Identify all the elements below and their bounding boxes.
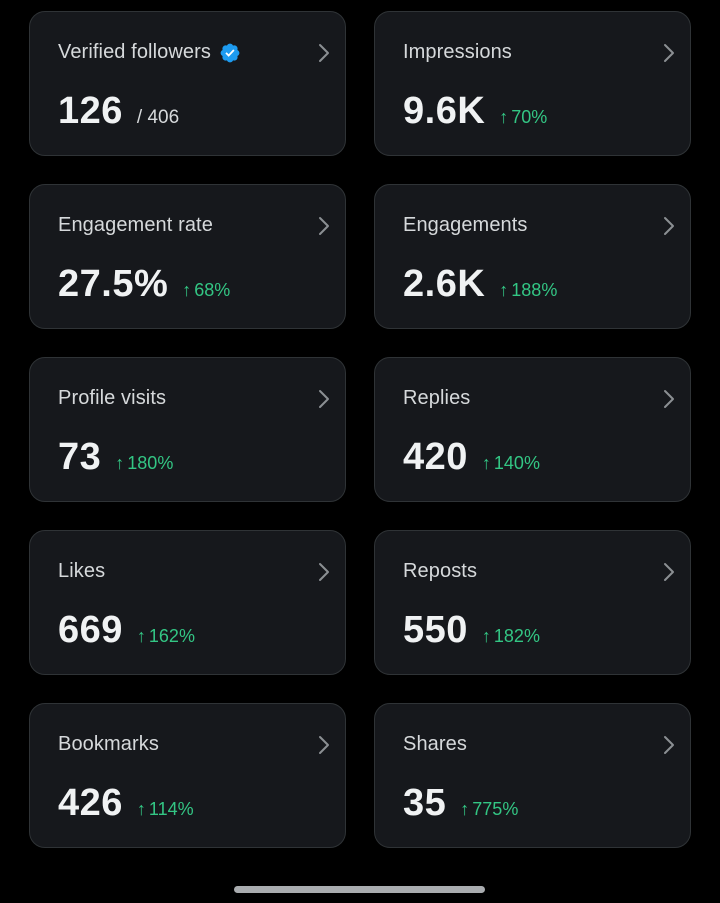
metric-value: 426: [58, 782, 123, 824]
metric-card-likes[interactable]: Likes 669 ↑ 162%: [29, 530, 346, 675]
metric-card-replies[interactable]: Replies 420 ↑ 140%: [374, 357, 691, 502]
metric-label: Engagement rate: [58, 214, 213, 236]
metric-label: Replies: [403, 387, 471, 409]
metric-change-value: 114%: [148, 799, 194, 819]
metric-label: Bookmarks: [58, 733, 159, 755]
metric-card-bookmarks[interactable]: Bookmarks 426 ↑ 114%: [29, 703, 346, 848]
metric-value: 35: [403, 782, 447, 824]
arrow-up-icon: ↑: [499, 107, 509, 127]
arrow-up-icon: ↑: [481, 453, 491, 473]
metric-value: 2.6K: [403, 263, 486, 305]
metric-change-value: 140%: [493, 453, 540, 473]
metric-change: ↑ 70%: [499, 107, 547, 128]
metric-value: 73: [58, 436, 102, 478]
metric-card-shares[interactable]: Shares 35 ↑ 775%: [374, 703, 691, 848]
metric-value: 27.5%: [58, 263, 169, 305]
metric-change-value: 180%: [127, 453, 174, 473]
metric-card-engagement-rate[interactable]: Engagement rate 27.5% ↑ 68%: [29, 184, 346, 329]
metric-label: Engagements: [403, 214, 528, 236]
metric-value: 126: [58, 90, 123, 132]
metric-change: ↑ 188%: [499, 280, 557, 301]
metric-label: Reposts: [403, 560, 478, 582]
metric-change: ↑ 68%: [182, 280, 230, 301]
chevron-right-icon: [319, 563, 329, 581]
metric-value: 420: [403, 436, 468, 478]
metric-value: 9.6K: [403, 90, 486, 132]
chevron-right-icon: [319, 736, 329, 754]
metric-change: ↑ 180%: [115, 453, 173, 474]
metric-change: ↑ 182%: [482, 626, 540, 647]
chevron-right-icon: [664, 390, 674, 408]
metric-change-value: 70%: [511, 107, 548, 127]
metric-card-engagements[interactable]: Engagements 2.6K ↑ 188%: [374, 184, 691, 329]
metric-change-value: 188%: [511, 280, 558, 300]
chevron-right-icon: [319, 44, 329, 62]
metric-change: ↑ 140%: [482, 453, 540, 474]
metric-card-verified-followers[interactable]: Verified followers 126 / 406: [29, 11, 346, 156]
metric-value: 669: [58, 609, 123, 651]
chevron-right-icon: [664, 563, 674, 581]
arrow-up-icon: ↑: [499, 280, 509, 300]
metric-change: ↑ 114%: [137, 799, 194, 820]
verified-badge-icon: [220, 43, 240, 62]
arrow-up-icon: ↑: [481, 626, 491, 646]
metric-card-reposts[interactable]: Reposts 550 ↑ 182%: [374, 530, 691, 675]
metric-label: Shares: [403, 733, 467, 755]
metric-change: ↑ 775%: [460, 799, 518, 820]
arrow-up-icon: ↑: [115, 453, 125, 473]
metrics-grid: Verified followers 126 / 406 Impressions…: [29, 11, 691, 848]
home-indicator[interactable]: [234, 886, 485, 893]
metric-label: Likes: [58, 560, 106, 582]
metric-change: ↑ 162%: [137, 626, 195, 647]
metric-card-impressions[interactable]: Impressions 9.6K ↑ 70%: [374, 11, 691, 156]
metric-change-value: 68%: [194, 280, 231, 300]
metric-value: 550: [403, 609, 468, 651]
chevron-right-icon: [664, 736, 674, 754]
chevron-right-icon: [664, 217, 674, 235]
metric-change-value: 775%: [472, 799, 519, 819]
metric-total: / 406: [136, 107, 180, 128]
chevron-right-icon: [664, 44, 674, 62]
arrow-up-icon: ↑: [182, 280, 192, 300]
arrow-up-icon: ↑: [136, 626, 146, 646]
metric-label: Verified followers: [58, 41, 211, 63]
metric-change-value: 182%: [493, 626, 540, 646]
chevron-right-icon: [319, 217, 329, 235]
arrow-up-icon: ↑: [136, 799, 146, 819]
metric-change-value: 162%: [148, 626, 195, 646]
metric-label: Impressions: [403, 41, 512, 63]
metric-card-profile-visits[interactable]: Profile visits 73 ↑ 180%: [29, 357, 346, 502]
chevron-right-icon: [319, 390, 329, 408]
metric-label: Profile visits: [58, 387, 167, 409]
arrow-up-icon: ↑: [460, 799, 470, 819]
